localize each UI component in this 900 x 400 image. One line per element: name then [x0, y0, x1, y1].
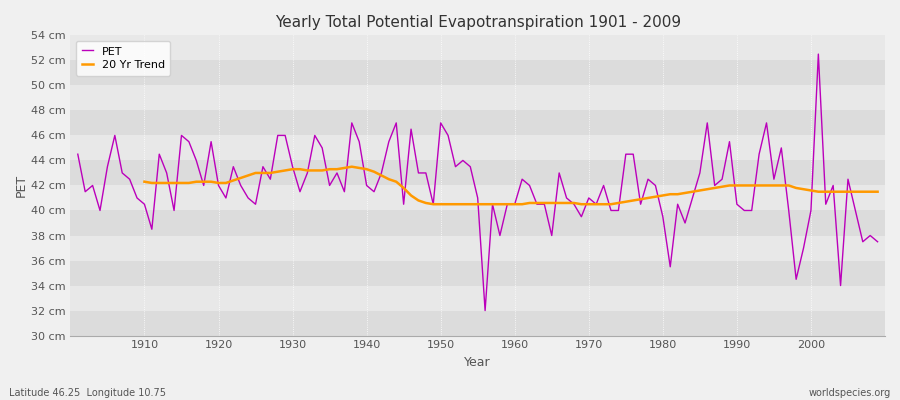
Text: worldspecies.org: worldspecies.org — [809, 388, 891, 398]
20 Yr Trend — [598, 202, 609, 207]
Bar — [70, 85, 885, 110]
PET — [72, 152, 83, 156]
PET — [339, 189, 350, 194]
Text: Latitude 46.25  Longitude 10.75: Latitude 46.25 Longitude 10.75 — [9, 388, 166, 398]
Line: 20 Yr Trend: 20 Yr Trend — [144, 167, 878, 204]
PET — [517, 177, 527, 182]
Bar — [70, 136, 885, 160]
Bar — [70, 260, 885, 286]
Bar — [70, 186, 885, 210]
Bar — [70, 236, 885, 260]
Bar — [70, 310, 885, 336]
PET — [294, 189, 305, 194]
PET — [480, 308, 491, 313]
PET — [606, 208, 616, 213]
20 Yr Trend — [509, 202, 520, 207]
Legend: PET, 20 Yr Trend: PET, 20 Yr Trend — [76, 41, 170, 76]
Bar — [70, 286, 885, 310]
PET — [509, 202, 520, 207]
PET — [131, 196, 142, 200]
Bar — [70, 60, 885, 85]
20 Yr Trend — [502, 202, 513, 207]
20 Yr Trend — [339, 166, 350, 170]
Bar — [70, 35, 885, 60]
PET — [813, 52, 824, 56]
Line: PET: PET — [77, 54, 878, 310]
Bar — [70, 110, 885, 136]
Y-axis label: PET: PET — [15, 174, 28, 197]
Bar — [70, 210, 885, 236]
20 Yr Trend — [872, 189, 883, 194]
Title: Yearly Total Potential Evapotranspiration 1901 - 2009: Yearly Total Potential Evapotranspiratio… — [274, 15, 680, 30]
X-axis label: Year: Year — [464, 356, 491, 369]
20 Yr Trend — [294, 167, 305, 172]
PET — [872, 239, 883, 244]
Bar — [70, 160, 885, 186]
